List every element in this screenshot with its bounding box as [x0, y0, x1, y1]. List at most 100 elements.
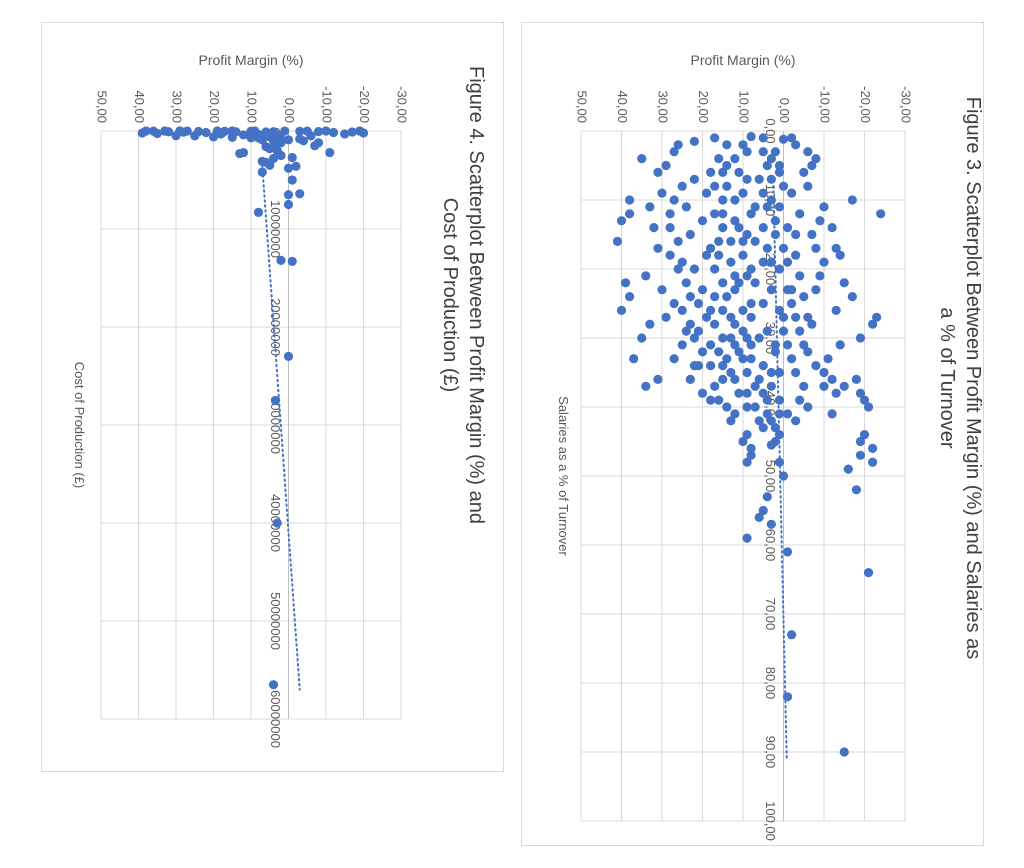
data-point: [714, 250, 724, 260]
data-point: [831, 388, 841, 398]
data-point: [799, 340, 809, 350]
data-point: [714, 347, 724, 357]
x-tick-label: 60,00: [763, 529, 778, 562]
data-point: [710, 319, 720, 329]
data-point: [710, 381, 720, 391]
data-point: [689, 361, 699, 371]
data-point: [246, 133, 256, 143]
data-point: [669, 354, 679, 364]
data-point: [758, 505, 768, 516]
data-point: [815, 271, 825, 281]
y-tick-label: 50,00: [575, 90, 590, 123]
data-point: [762, 326, 772, 336]
data-point: [807, 319, 817, 329]
data-point: [782, 547, 793, 557]
data-point: [742, 533, 752, 543]
data-point: [298, 136, 309, 146]
data-point: [868, 443, 878, 453]
trendline: [772, 185, 788, 760]
data-point: [321, 126, 331, 136]
data-point: [726, 236, 736, 246]
data-point: [787, 285, 797, 295]
data-point: [791, 140, 801, 150]
data-point: [295, 126, 305, 136]
data-point: [722, 354, 732, 364]
data-point: [847, 195, 857, 205]
data-point: [791, 312, 801, 322]
data-point: [742, 430, 752, 440]
data-point: [661, 312, 671, 322]
data-point: [742, 367, 752, 378]
data-point: [730, 195, 740, 205]
data-point: [803, 147, 813, 157]
data-point: [257, 156, 267, 166]
data-point: [742, 333, 752, 343]
data-point: [685, 319, 695, 329]
data-point: [750, 381, 760, 391]
y-tick-label: -20,00: [357, 86, 372, 123]
data-point: [673, 264, 683, 274]
data-point: [774, 167, 785, 177]
x-axis-title: Cost of Production (£): [72, 362, 87, 488]
data-point: [762, 492, 772, 502]
data-point: [706, 361, 716, 371]
data-point: [766, 285, 776, 295]
data-point: [283, 190, 294, 200]
data-point: [766, 367, 776, 378]
data-point: [160, 126, 170, 136]
y-tick-label: 0,00: [282, 98, 297, 123]
data-point: [787, 188, 797, 198]
data-point: [758, 133, 768, 143]
data-point: [328, 127, 339, 138]
x-axis-title: Salaries as a % of Turnover: [556, 396, 571, 556]
data-point: [799, 381, 809, 391]
data-point: [641, 271, 651, 281]
data-point: [201, 127, 211, 138]
data-point: [859, 430, 870, 440]
data-point: [268, 127, 279, 137]
data-point: [141, 126, 151, 136]
data-point: [851, 374, 861, 384]
data-point: [746, 209, 756, 219]
data-point: [182, 126, 192, 136]
data-point: [811, 154, 821, 164]
data-point: [758, 388, 768, 398]
data-point: [689, 136, 699, 146]
data-point: [803, 312, 813, 322]
data-point: [770, 423, 780, 433]
data-point: [746, 340, 756, 350]
data-point: [774, 202, 785, 212]
data-point: [706, 167, 716, 177]
data-point: [287, 152, 297, 163]
data-point: [803, 402, 813, 412]
data-point: [819, 257, 829, 267]
data-point: [766, 257, 776, 267]
data-point: [778, 243, 789, 253]
data-point: [770, 340, 780, 350]
data-point: [313, 138, 324, 148]
data-point: [819, 381, 829, 391]
data-point: [718, 209, 728, 219]
data-point: [799, 167, 809, 177]
data-point: [734, 388, 744, 398]
data-point: [718, 361, 728, 371]
data-point: [726, 333, 736, 343]
data-point: [726, 257, 736, 267]
data-point: [787, 298, 797, 309]
y-axis-title: Profit Margin (%): [690, 52, 795, 68]
data-point: [774, 430, 785, 440]
data-point: [722, 181, 732, 191]
data-point: [742, 402, 752, 412]
data-point: [738, 436, 748, 447]
x-tick-label: 60000000: [268, 690, 283, 748]
y-tick-label: -30,00: [395, 86, 410, 123]
data-point: [270, 395, 280, 406]
data-point: [762, 409, 772, 419]
data-point: [787, 133, 797, 143]
data-point: [742, 174, 752, 184]
data-point: [791, 250, 801, 260]
data-point: [730, 271, 740, 281]
data-point: [782, 223, 793, 233]
data-point: [253, 207, 264, 217]
data-point: [774, 395, 785, 405]
